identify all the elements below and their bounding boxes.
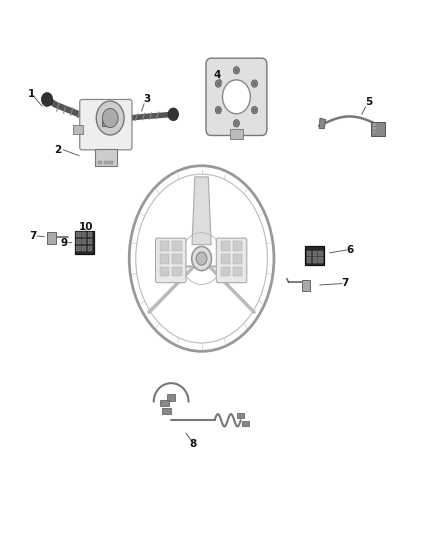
FancyBboxPatch shape	[88, 232, 92, 237]
FancyBboxPatch shape	[233, 254, 242, 264]
FancyBboxPatch shape	[318, 251, 322, 256]
Text: 6: 6	[346, 245, 353, 255]
Circle shape	[233, 67, 240, 74]
Circle shape	[168, 108, 179, 120]
Circle shape	[196, 252, 207, 265]
Text: 1: 1	[27, 89, 35, 99]
FancyBboxPatch shape	[80, 100, 132, 150]
FancyBboxPatch shape	[88, 239, 92, 244]
FancyBboxPatch shape	[76, 232, 81, 237]
Polygon shape	[319, 118, 325, 128]
FancyBboxPatch shape	[76, 246, 81, 251]
FancyBboxPatch shape	[167, 394, 176, 401]
Text: 4: 4	[213, 70, 220, 79]
FancyBboxPatch shape	[82, 232, 86, 237]
FancyBboxPatch shape	[160, 400, 169, 406]
Text: 3: 3	[144, 94, 151, 104]
FancyBboxPatch shape	[82, 239, 86, 244]
FancyBboxPatch shape	[221, 266, 230, 276]
FancyBboxPatch shape	[172, 241, 182, 251]
Circle shape	[192, 246, 212, 271]
FancyBboxPatch shape	[242, 421, 249, 426]
FancyBboxPatch shape	[172, 254, 182, 264]
FancyBboxPatch shape	[221, 254, 230, 264]
Text: 9: 9	[61, 238, 68, 248]
FancyBboxPatch shape	[82, 246, 86, 251]
FancyBboxPatch shape	[162, 408, 171, 414]
FancyBboxPatch shape	[160, 254, 170, 264]
FancyBboxPatch shape	[373, 123, 376, 126]
FancyBboxPatch shape	[302, 280, 311, 292]
Circle shape	[96, 101, 124, 135]
Circle shape	[102, 109, 118, 127]
FancyBboxPatch shape	[76, 239, 81, 244]
FancyBboxPatch shape	[160, 266, 170, 276]
FancyBboxPatch shape	[313, 257, 317, 263]
FancyBboxPatch shape	[373, 131, 376, 133]
Circle shape	[251, 80, 258, 87]
FancyBboxPatch shape	[155, 238, 186, 282]
FancyBboxPatch shape	[305, 246, 324, 265]
Circle shape	[42, 93, 53, 107]
FancyBboxPatch shape	[237, 413, 244, 418]
Text: 10: 10	[79, 222, 93, 232]
FancyBboxPatch shape	[73, 125, 83, 134]
FancyBboxPatch shape	[221, 241, 230, 251]
FancyBboxPatch shape	[233, 241, 242, 251]
Text: 7: 7	[29, 231, 36, 241]
FancyBboxPatch shape	[95, 149, 117, 166]
Circle shape	[251, 107, 258, 114]
Circle shape	[215, 107, 221, 114]
FancyBboxPatch shape	[371, 122, 385, 135]
FancyBboxPatch shape	[318, 257, 322, 263]
Circle shape	[233, 119, 240, 127]
FancyBboxPatch shape	[233, 266, 242, 276]
Text: 7: 7	[342, 278, 349, 288]
FancyBboxPatch shape	[313, 251, 317, 256]
Circle shape	[223, 80, 251, 114]
FancyBboxPatch shape	[206, 58, 267, 135]
FancyBboxPatch shape	[110, 161, 113, 164]
FancyBboxPatch shape	[88, 246, 92, 251]
FancyBboxPatch shape	[74, 231, 94, 254]
FancyBboxPatch shape	[104, 161, 108, 164]
FancyBboxPatch shape	[160, 241, 170, 251]
Text: 8: 8	[189, 439, 197, 449]
FancyBboxPatch shape	[102, 117, 110, 126]
FancyBboxPatch shape	[98, 161, 102, 164]
FancyBboxPatch shape	[172, 266, 182, 276]
FancyBboxPatch shape	[216, 238, 247, 282]
Polygon shape	[192, 177, 211, 245]
Text: 2: 2	[54, 145, 62, 155]
FancyBboxPatch shape	[373, 127, 376, 130]
FancyBboxPatch shape	[230, 129, 243, 139]
FancyBboxPatch shape	[47, 232, 56, 244]
Circle shape	[215, 80, 221, 87]
FancyBboxPatch shape	[307, 251, 311, 256]
Text: 5: 5	[366, 97, 373, 107]
FancyBboxPatch shape	[307, 257, 311, 263]
